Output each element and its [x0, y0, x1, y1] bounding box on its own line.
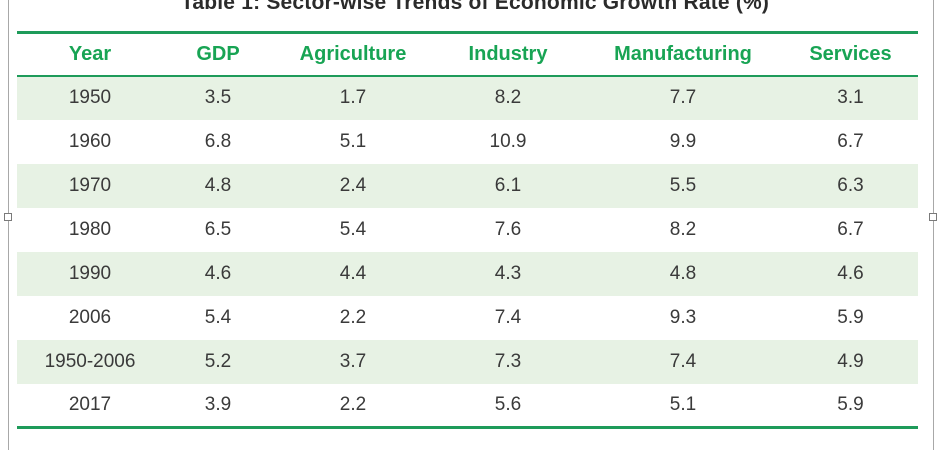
cell-industry: 5.6: [494, 393, 522, 415]
cell-services: 4.6: [837, 262, 864, 284]
header-industry: Industry: [433, 32, 583, 77]
cell-year: 1980: [68, 218, 112, 240]
cell-services: 6.3: [837, 174, 864, 196]
cell-gdp: 3.5: [204, 87, 232, 108]
header-year: Year: [17, 32, 163, 77]
cell-services: 5.9: [837, 306, 864, 328]
table-row: 1970 4.8 2.4 6.1 5.5 6.3: [17, 163, 918, 208]
cell-services: 5.9: [837, 393, 864, 415]
cell-agriculture: 2.2: [339, 393, 367, 415]
cell-year: 1950: [68, 87, 112, 108]
cell-industry: 7.3: [494, 350, 522, 372]
header-agriculture: Agriculture: [273, 32, 433, 77]
image-frame-right-edge: [933, 0, 934, 450]
table-row: 1980 6.5 5.4 7.6 8.2 6.7: [17, 208, 918, 252]
cell-gdp: 4.6: [204, 262, 232, 284]
cell-gdp: 5.4: [204, 306, 232, 328]
cell-year: 2006: [68, 306, 112, 328]
header-services: Services: [783, 32, 918, 77]
cell-gdp: 6.8: [204, 130, 232, 152]
cell-industry: 10.9: [489, 130, 527, 152]
cell-manufacturing: 7.4: [669, 350, 697, 372]
table-row: 2017 3.9 2.2 5.6 5.1 5.9: [17, 384, 918, 428]
cell-manufacturing: 9.9: [669, 130, 697, 152]
resize-handle-right[interactable]: [929, 213, 937, 221]
cell-industry: 8.2: [494, 87, 522, 108]
cell-industry: 7.6: [494, 218, 522, 240]
cell-gdp: 5.2: [204, 350, 232, 372]
header-manufacturing: Manufacturing: [583, 32, 783, 77]
image-frame-left-edge: [8, 0, 9, 450]
cell-year: 1960: [68, 130, 112, 152]
table-row: 1950 3.5 1.7 8.2 7.7 3.1: [17, 75, 918, 120]
cell-year: 2017: [68, 393, 112, 415]
cell-year: 1990: [68, 262, 112, 284]
cell-agriculture: 5.1: [339, 130, 367, 152]
table-header-row: Year GDP Agriculture Industry Manufactur…: [17, 32, 918, 77]
cell-year: 1950-2006: [44, 350, 136, 372]
cell-manufacturing: 9.3: [669, 306, 697, 328]
table-row: 1960 6.8 5.1 10.9 9.9 6.7: [17, 120, 918, 164]
cell-manufacturing: 5.1: [669, 393, 697, 415]
cell-agriculture: 1.7: [339, 87, 367, 108]
cell-agriculture: 2.4: [339, 174, 367, 196]
table-row: 1990 4.6 4.4 4.3 4.8 4.6: [17, 251, 918, 296]
table-row: 1950-2006 5.2 3.7 7.3 7.4 4.9: [17, 339, 918, 384]
cell-manufacturing: 7.7: [669, 87, 697, 108]
growth-rate-table: Year GDP Agriculture Industry Manufactur…: [17, 31, 918, 429]
cell-services: 6.7: [837, 218, 864, 240]
resize-handle-left[interactable]: [4, 213, 12, 221]
cell-services: 3.1: [837, 87, 864, 108]
cell-year: 1970: [68, 174, 112, 196]
cell-gdp: 3.9: [204, 393, 232, 415]
cell-gdp: 6.5: [204, 218, 232, 240]
cell-manufacturing: 4.8: [669, 262, 697, 284]
table-row: 2006 5.4 2.2 7.4 9.3 5.9: [17, 296, 918, 340]
cell-gdp: 4.8: [204, 174, 232, 196]
table-title: Table 1: Sector-wise Trends of Economic …: [180, 0, 770, 14]
cell-agriculture: 3.7: [339, 350, 367, 372]
cell-agriculture: 5.4: [339, 218, 367, 240]
cell-industry: 7.4: [494, 306, 522, 328]
cell-services: 4.9: [837, 350, 864, 372]
cell-agriculture: 4.4: [339, 262, 367, 284]
cell-manufacturing: 8.2: [669, 218, 697, 240]
header-gdp: GDP: [163, 32, 273, 77]
cell-agriculture: 2.2: [339, 306, 367, 328]
cell-industry: 4.3: [494, 262, 522, 284]
cell-manufacturing: 5.5: [669, 174, 697, 196]
cell-industry: 6.1: [494, 174, 522, 196]
cell-services: 6.7: [837, 130, 864, 152]
